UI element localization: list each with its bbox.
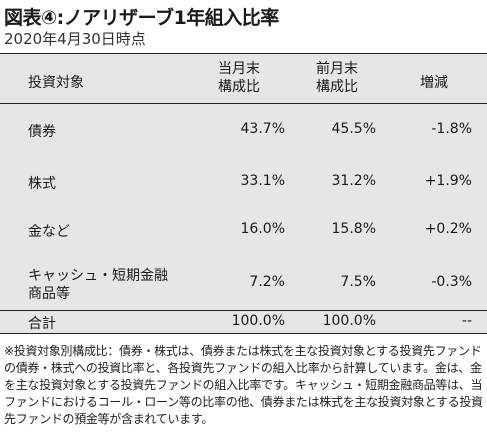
header-current-line1: 当月末 (218, 61, 260, 77)
row-current-gold: 16.0% (240, 221, 285, 237)
row-name-gold: 金など (28, 224, 70, 240)
footnote: ※投資対象別構成比：債券・株式は、債券または株式を主な投資対象とする投資先ファン… (4, 344, 483, 426)
row-name-stocks: 株式 (28, 176, 56, 192)
row-previous-stocks: 31.2% (331, 173, 376, 189)
row-current-cash: 7.2% (249, 274, 285, 290)
header-category: 投資対象 (28, 75, 84, 91)
total-change: -- (461, 313, 472, 329)
header-previous-line1: 前月末 (316, 61, 358, 77)
row-current-bonds: 43.7% (240, 121, 285, 137)
row-change-stocks: +1.9% (424, 173, 472, 189)
total-rule (0, 310, 487, 311)
as-of-date: 2020年4月30日時点 (4, 30, 146, 48)
total-current: 100.0% (231, 313, 285, 329)
table-bottom-rule (0, 333, 487, 334)
header-current-line2: 構成比 (218, 79, 260, 95)
row-current-stocks: 33.1% (240, 173, 285, 189)
total-name: 合計 (28, 316, 56, 332)
header-previous-line2: 構成比 (316, 79, 358, 95)
row-name-bonds: 債券 (28, 124, 56, 140)
table-top-rule (0, 53, 487, 54)
header-change: 増減 (420, 75, 448, 91)
row-change-gold: +0.2% (424, 221, 472, 237)
row-name-cash-line1: キャッシュ・短期金融 (28, 268, 168, 284)
row-change-bonds: -1.8% (431, 121, 472, 137)
allocation-table: 投資対象 当月末 構成比 前月末 構成比 増減 債券 43.7% 45.5% -… (0, 53, 487, 334)
row-previous-gold: 15.8% (331, 221, 376, 237)
figure-title: 図表④:ノアリザーブ1年組入比率 (4, 7, 279, 29)
row-change-cash: -0.3% (431, 274, 472, 290)
row-name-cash-line2: 商品等 (28, 286, 70, 302)
header-rule (0, 103, 487, 104)
row-previous-cash: 7.5% (340, 274, 376, 290)
total-previous: 100.0% (322, 313, 376, 329)
row-previous-bonds: 45.5% (331, 121, 376, 137)
